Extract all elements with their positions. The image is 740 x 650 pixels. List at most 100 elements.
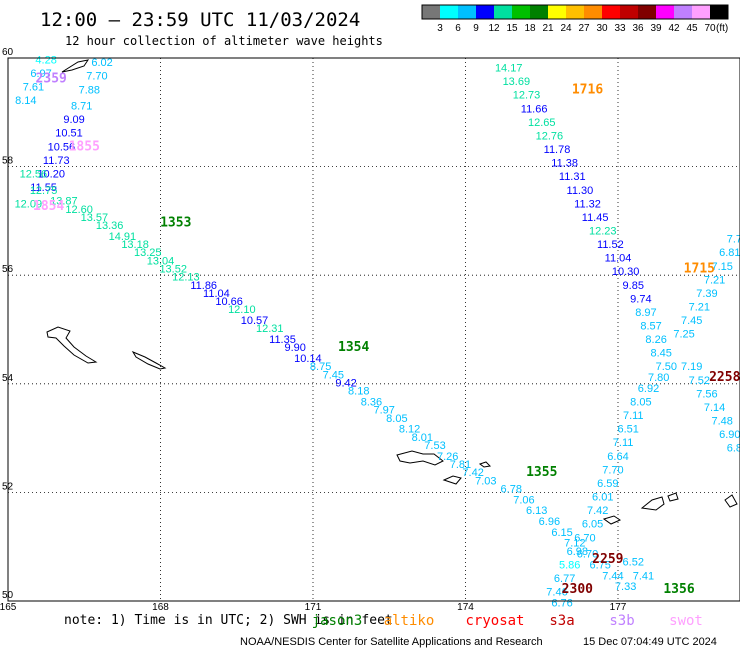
x-tick-label: 165 <box>0 602 17 613</box>
pass-time-labels: 2359 1855 1854 1353 1354 1355 1716 1715 2258 2259… <box>33 71 740 596</box>
wave-height-value-jason3: 7.03 <box>475 475 496 487</box>
wave-height-value-altiko: 6.76 <box>551 597 572 609</box>
island-kiska <box>640 496 665 511</box>
x-tick-label: 168 <box>152 602 169 613</box>
wave-height-value-jason3: 7.26 <box>437 451 458 463</box>
wave-height-value-jason3: 12.75 <box>30 185 58 197</box>
wave-height-value-altiko: 6.70 <box>574 532 595 544</box>
wave-height-value-altiko: 13.69 <box>503 76 531 88</box>
pass-time-label: 2259 <box>592 552 623 567</box>
footer-note: note: 1) Time is in UTC; 2) SWH is in fe… <box>64 613 393 628</box>
wave-height-value-s3a: 7.21 <box>704 274 725 286</box>
wave-height-value-s3a: 7.15 <box>711 261 732 273</box>
wave-height-value-jason3: 8.01 <box>412 432 433 444</box>
satellite-legend: jason3 altiko cryosat s3a s3b swot <box>312 613 703 629</box>
wave-height-value-altiko: 8.97 <box>635 307 656 319</box>
wave-height-value-s3b: 11.55 <box>30 182 57 194</box>
wave-height-value-jason3: 12.13 <box>172 272 200 284</box>
wave-height-value-jason3: 7.81 <box>450 459 471 471</box>
wave-height-value-s3a: 7.39 <box>696 288 717 300</box>
wave-height-value-s3b: 8.71 <box>71 101 92 113</box>
satellite-legend-item: s3a <box>549 613 574 629</box>
wave-height-value-altiko: 9.74 <box>630 293 651 305</box>
wave-height-value-jason3: 8.18 <box>348 386 369 398</box>
plot-area: 4.286.977.618.146.027.707.888.719.0910.5… <box>7 54 740 609</box>
wave-height-value-s3a: 7.41 <box>633 570 654 582</box>
wave-height-value-s3a: 6.52 <box>623 557 644 569</box>
pass-time-label: 2359 <box>36 71 67 86</box>
wave-height-value-jason3: 11.35 <box>269 334 296 346</box>
wave-height-value-altiko: 6.59 <box>597 478 618 490</box>
color-swatch <box>674 5 692 19</box>
wave-height-value-jason3: 7.12 <box>564 538 585 550</box>
pass-time-label: 1354 <box>338 340 369 355</box>
y-tick-label: 56 <box>2 264 14 275</box>
wave-height-value-jason3: 6.15 <box>551 527 572 539</box>
x-tick-label: 171 <box>305 602 322 613</box>
wave-height-value-jason3: 10.14 <box>294 353 322 365</box>
color-scale-tick-label: 15 <box>506 23 518 34</box>
color-scale-tick-label: 42 <box>668 23 680 34</box>
color-swatch <box>656 5 674 19</box>
color-scale-tick-label: 12 <box>488 23 500 34</box>
pass-time-label: 2258 <box>709 370 740 385</box>
wave-height-value-jason3: 8.36 <box>361 397 382 409</box>
color-swatch <box>476 5 494 19</box>
color-scale-tick-label: 27 <box>578 23 590 34</box>
wave-height-value-jason3: 13.52 <box>159 263 187 275</box>
wave-height-value-jason3: 7.06 <box>513 494 534 506</box>
wave-height-value-altiko: 11.78 <box>544 144 571 156</box>
wave-height-value-altiko: 7.11 <box>623 410 644 422</box>
color-scale-tick-label: 21 <box>542 23 554 34</box>
wave-height-value-jason3: 8.75 <box>310 361 331 373</box>
wave-height-value-altiko: 7.11 <box>613 437 634 449</box>
wave-height-value-jason3: 13.18 <box>121 239 149 251</box>
wave-height-value-jason3: 6.96 <box>539 516 560 528</box>
wave-height-value-jason3: 13.04 <box>147 255 175 267</box>
pass-time-label: 2300 <box>562 582 593 597</box>
axis-tick-labels: 165 168 171 174 177 50 52 54 56 58 60 <box>0 47 627 613</box>
wave-height-value-altiko: 12.23 <box>589 225 617 237</box>
color-swatch <box>494 5 512 19</box>
wave-height-value-jason3: 9.90 <box>284 342 305 354</box>
wave-height-value-altiko: 7.80 <box>648 372 669 384</box>
wave-height-value-s3b: 10.20 <box>37 168 65 180</box>
pass-time-label: 1716 <box>572 82 603 97</box>
color-scale-tick-label: 18 <box>524 23 536 34</box>
pass-time-label: 1356 <box>663 582 694 597</box>
color-swatch <box>548 5 566 19</box>
wave-height-value-jason3: 7.97 <box>373 405 394 417</box>
wave-height-value-altiko: 11.52 <box>597 239 624 251</box>
wave-height-value-altiko: 14.17 <box>495 63 523 75</box>
generated-timestamp: 15 Dec 07:04:49 UTC 2024 <box>583 636 717 648</box>
wave-height-value-altiko: 7.46 <box>546 587 567 599</box>
wave-height-value-altiko: 6.05 <box>582 519 603 531</box>
color-swatch <box>458 5 476 19</box>
wave-height-value-jason3: 12.10 <box>228 304 256 316</box>
wave-height-value-altiko: 11.31 <box>559 171 586 183</box>
wave-height-value-s3a: 6.81 <box>719 247 740 259</box>
color-scale-tick-label: 33 <box>614 23 626 34</box>
y-tick-label: 54 <box>2 373 14 384</box>
wave-height-value-altiko: 6.98 <box>567 546 588 558</box>
color-scale-tick-label: 45 <box>686 23 698 34</box>
color-scale-tick-label: 24 <box>560 23 572 34</box>
pass-time-label: 1855 <box>69 139 100 154</box>
wave-height-value-s3a: 7.45 <box>681 315 702 327</box>
x-tick-label: 174 <box>457 602 474 613</box>
wave-height-value-s3b: 6.02 <box>91 57 112 69</box>
wave-height-value-altiko: 7.70 <box>602 464 623 476</box>
island-east <box>724 494 738 508</box>
wave-height-value-s3b: 7.88 <box>79 84 100 96</box>
pass-time-label: 1854 <box>33 199 64 214</box>
color-scale-tick-label: 36 <box>632 23 644 34</box>
color-swatch <box>602 5 620 19</box>
wave-height-value-altiko: 6.01 <box>592 492 613 504</box>
wave-height-value-s3a: 7.52 <box>689 375 710 387</box>
color-scale-tick-label: 39 <box>650 23 662 34</box>
wave-height-value-jason3: 10.66 <box>215 296 243 308</box>
satellite-legend-item: jason3 <box>312 613 363 629</box>
wave-height-value-s3a: 6.81 <box>727 443 740 455</box>
wave-height-value-altiko: 8.57 <box>640 321 661 333</box>
wave-height-value-jason3: 13.57 <box>81 212 109 224</box>
